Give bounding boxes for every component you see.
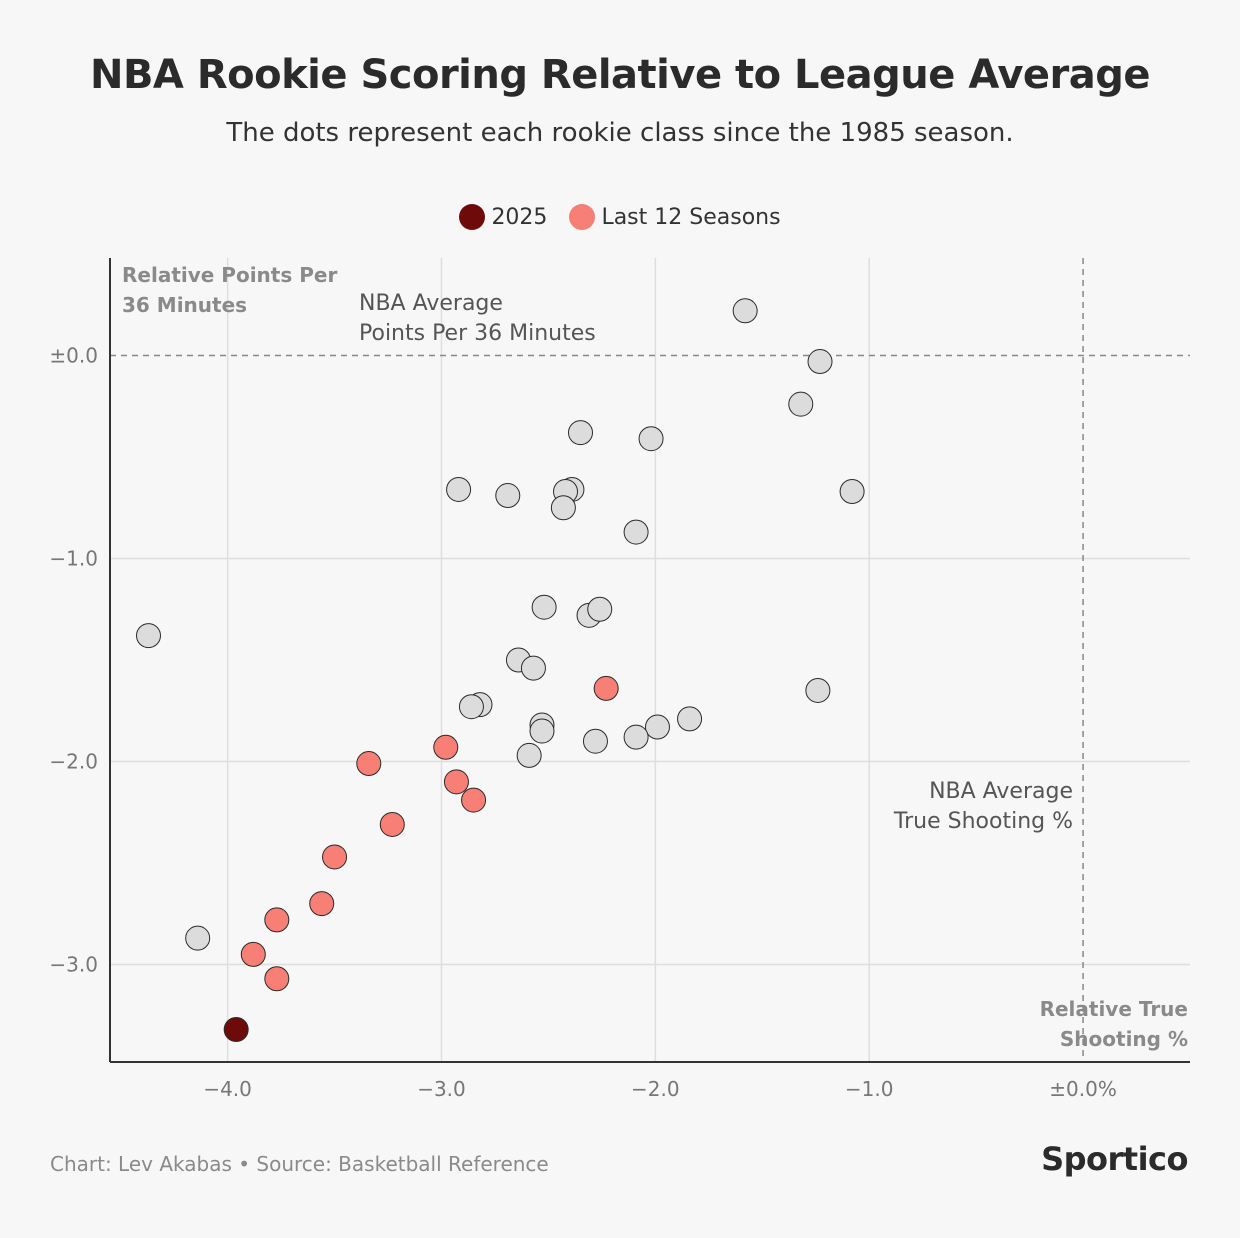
legend-swatch-2025	[459, 204, 486, 230]
point-last-12	[264, 907, 290, 933]
ref-label-true-shooting-line: True Shooting %	[893, 809, 1073, 834]
legend-item-last-12-seasons: Last 12 Seasons	[569, 204, 781, 230]
ref-label-points-line: Points Per 36 Minutes	[359, 321, 596, 346]
point-last-12	[433, 734, 459, 760]
point-default	[531, 594, 557, 620]
legend-label-2025: 2025	[491, 204, 548, 230]
point-last-12	[240, 941, 266, 967]
point-default	[644, 714, 670, 740]
point-default	[185, 925, 211, 951]
x-tick-label: ±0.0%	[1049, 1077, 1117, 1101]
x-axis-title-line: Relative True	[1040, 997, 1188, 1021]
brand-logo: Sportico	[1041, 1140, 1188, 1178]
point-last-12	[309, 891, 335, 917]
point-default	[520, 655, 546, 681]
ref-label-points: NBA Average Points Per 36 Minutes	[359, 291, 596, 346]
point-last-12	[443, 769, 469, 795]
point-default	[623, 724, 649, 750]
point-last-12	[356, 751, 382, 777]
ref-label-true-shooting: NBA Average True Shooting %	[893, 779, 1073, 834]
source-credit: Chart: Lev Akabas • Source: Basketball R…	[50, 1152, 549, 1176]
point-default	[677, 706, 703, 732]
point-default	[839, 478, 865, 504]
legend-label-last-12-seasons: Last 12 Seasons	[601, 204, 781, 230]
x-axis-title: Relative True Shooting %	[1040, 997, 1188, 1051]
chart-annotations: Relative Points Per 36 Minutes Relative Tr…	[122, 263, 1188, 1051]
point-last-12	[264, 966, 290, 992]
point-default	[495, 483, 521, 509]
point-last-12	[379, 811, 405, 837]
point-default	[529, 718, 555, 744]
x-tick-label: −3.0	[417, 1077, 466, 1101]
y-axis-title-line: 36 Minutes	[122, 293, 247, 317]
y-tick-label: −2.0	[49, 750, 98, 774]
gridlines	[110, 258, 1190, 1062]
data-points	[135, 298, 865, 1043]
ref-label-true-shooting-line: NBA Average	[929, 779, 1073, 804]
x-tick-label: −4.0	[203, 1077, 252, 1101]
point-default	[550, 495, 576, 521]
axes: −4.0 −3.0 −2.0 −1.0 ±0.0% ±0.0 −1.0 −2.0 −3.0	[49, 258, 1190, 1101]
legend-swatch-last-12-seasons	[569, 204, 596, 230]
x-axis-title-line: Shooting %	[1060, 1027, 1188, 1051]
point-default	[582, 728, 608, 754]
reference-lines	[110, 258, 1190, 1062]
point-default	[732, 298, 758, 324]
x-tick-label: −1.0	[845, 1077, 894, 1101]
ref-label-points-line: NBA Average	[359, 291, 503, 316]
legend: 2025 Last 12 Seasons	[0, 204, 1240, 230]
point-default	[446, 476, 472, 502]
y-tick-label: −1.0	[49, 546, 98, 570]
point-default	[135, 623, 161, 649]
point-default	[567, 420, 593, 446]
chart-title: NBA Rookie Scoring Relative to League Av…	[89, 52, 1151, 98]
point-last-12	[461, 787, 487, 813]
point-default	[623, 519, 649, 545]
point-last-12	[593, 675, 619, 701]
point-default	[587, 596, 613, 622]
chart-subtitle: The dots represent each rookie class sin…	[226, 118, 1014, 148]
point-default	[805, 677, 831, 703]
point-default	[788, 391, 814, 417]
point-default	[516, 742, 542, 768]
y-tick-label: −3.0	[49, 953, 98, 977]
point-last-12	[322, 844, 348, 870]
point-default	[638, 426, 664, 452]
point-default	[807, 349, 833, 375]
point-default	[458, 694, 484, 720]
legend-item-2025: 2025	[459, 204, 547, 230]
point-current	[223, 1017, 249, 1043]
y-tick-label: ±0.0	[49, 343, 98, 367]
x-tick-label: −2.0	[631, 1077, 680, 1101]
y-axis-title: Relative Points Per 36 Minutes	[122, 263, 337, 317]
y-axis-title-line: Relative Points Per	[122, 263, 337, 287]
